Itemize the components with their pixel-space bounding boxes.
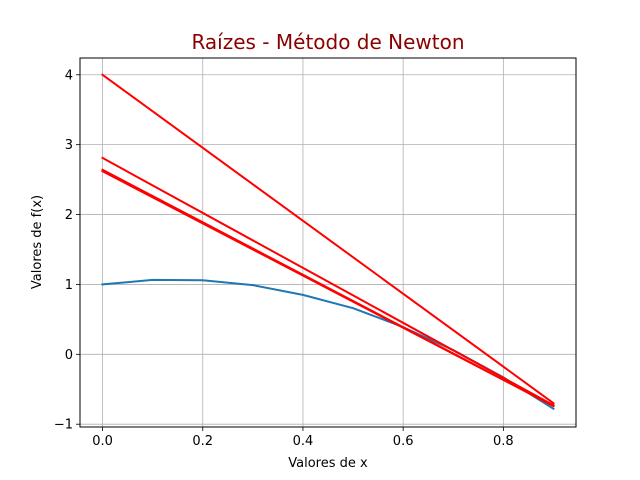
tangent-line: [101, 169, 555, 408]
x-tick-label: 0.0: [92, 434, 113, 449]
y-tick-label: 0: [65, 348, 73, 363]
y-ticks: −1 0 1 2 3 4: [54, 68, 80, 433]
series-group: [101, 73, 555, 411]
x-axis-label: Valores de x: [288, 456, 368, 471]
x-tick-label: 0.6: [393, 434, 414, 449]
grid: [80, 58, 576, 427]
x-tick-label: 0.4: [293, 434, 314, 449]
tangent-line: [101, 73, 555, 405]
y-tick-label: 2: [65, 208, 73, 223]
x-ticks: 0.0 0.2 0.4 0.6 0.8: [92, 427, 514, 449]
y-tick-label: 4: [65, 68, 73, 83]
plot-frame: [79, 57, 577, 428]
y-axis-label: Valores de f(x): [30, 195, 45, 289]
y-tick-label: 3: [65, 138, 73, 153]
chart-title: Raízes - Método de Newton: [191, 30, 464, 54]
y-tick-label: −1: [54, 418, 73, 433]
x-tick-label: 0.8: [493, 434, 514, 449]
x-tick-label: 0.2: [192, 434, 213, 449]
tangent-line: [101, 156, 555, 407]
y-tick-label: 1: [65, 278, 73, 293]
